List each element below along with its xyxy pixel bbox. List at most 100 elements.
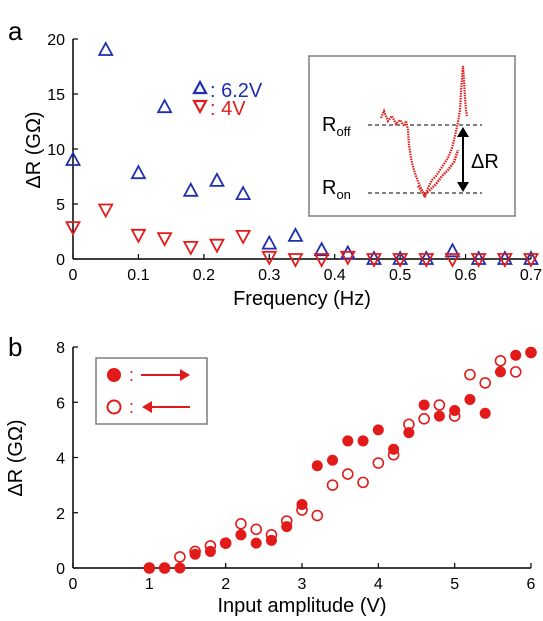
chart-b-series-1-point: [494, 355, 507, 367]
chart-a-y-label: ΔR (GΩ): [23, 111, 45, 188]
chart-a-series-1-point: [313, 253, 330, 268]
panel-label-b: b: [8, 332, 22, 362]
chart-a-y-tick-label: 10: [47, 142, 65, 159]
chart-a-series-0-point: [97, 41, 114, 56]
chart-b-y-tick-label: 0: [56, 561, 65, 578]
chart-a-x-tick-label: 0.5: [389, 267, 411, 284]
chart-b-x-label: Input amplitude (V): [218, 595, 387, 617]
chart-a-inset: Roff Ron ΔR: [308, 55, 516, 217]
chart-a-y-tick-label: 0: [56, 252, 65, 269]
chart-b-series-1-point: [418, 413, 430, 425]
chart-b: 0 1 2 3 4 5 6 0 2 4 6 8 Input amplitude (V) ΔR (GΩ)…: [5, 340, 537, 617]
chart-b-series-0-point: [327, 454, 339, 466]
legend-b-label-1: :: [129, 365, 134, 385]
legend-open-circle-icon: [106, 399, 122, 415]
chart-b-series-1-point: [433, 399, 446, 411]
chart-a-series-1-point: [64, 221, 82, 236]
chart-b-series-1-point: [403, 418, 415, 431]
chart-b-series-1-point: [250, 523, 263, 536]
chart-a-x-tick-label: 0.6: [454, 267, 476, 284]
legend-a-label-2: : 4V: [210, 98, 246, 120]
chart-a-series-0-point: [522, 250, 540, 265]
chart-a-series-0-point: [313, 241, 330, 257]
chart-a-series-1-point: [130, 228, 147, 244]
chart-b-series-1-point: [448, 410, 461, 422]
chart-a-series-1-point: [496, 253, 513, 268]
chart-b-legend: : :: [95, 357, 208, 425]
chart-b-x-tick-label: 6: [527, 576, 536, 593]
chart-a-y-tick-label: 15: [47, 87, 65, 104]
chart-a-series-1-point: [470, 253, 487, 268]
chart-b-y-tick-label: 4: [56, 451, 65, 468]
chart-a-series-0-point: [64, 151, 82, 166]
chart-b-series-0-point: [220, 537, 232, 549]
chart-a-series-1-point: [208, 238, 225, 254]
chart-b-series-1-point: [341, 468, 354, 480]
inset-roff-label: Roff: [322, 114, 351, 139]
chart-b-series-1-point: [509, 366, 522, 378]
chart-b-y-tick-label: 8: [56, 340, 65, 357]
chart-b-series-1-point: [158, 562, 171, 574]
chart-a-series-0-point: [130, 164, 147, 180]
chart-b-series-0-point: [250, 537, 262, 549]
chart-b-series-0-point: [464, 393, 476, 405]
chart-b-series-1-point: [174, 551, 186, 563]
chart-a-x-tick-label: 0.7: [520, 267, 542, 284]
chart-b-series-0-point: [235, 529, 247, 541]
chart-a-x-tick-label: 0: [69, 267, 78, 284]
chart-a-series-1-point: [522, 253, 540, 268]
chart-b-series-1-point: [372, 457, 385, 469]
chart-b-x-tick-label: 1: [145, 576, 154, 593]
chart-a-series-1-point: [235, 229, 252, 245]
chart-b-y-label: ΔR (GΩ): [5, 419, 27, 496]
inset-trace-lower-band: [416, 149, 460, 197]
chart-a-series-0-point: [182, 181, 199, 197]
chart-b-series-0-point: [433, 410, 445, 422]
inset-frame: [308, 55, 516, 217]
chart-a-series-1-point: [287, 253, 304, 268]
chart-b-series-0-point: [525, 347, 537, 359]
chart-b-series-0-point: [159, 562, 171, 574]
chart-a-series-1-point: [261, 250, 278, 266]
chart-a-x-tick-label: 0.3: [258, 267, 280, 284]
legend-b-label-2: :: [129, 397, 134, 417]
chart-b-series-0-point: [510, 349, 522, 361]
chart-a-series-0-point: [444, 242, 461, 258]
chart-a-y-tick-label: 20: [47, 32, 65, 49]
chart-b-series-1-point: [357, 476, 369, 489]
chart-b-series-0-point: [311, 460, 323, 472]
panel-label-a: a: [8, 16, 23, 46]
arrow-left-icon: [142, 401, 152, 413]
chart-a-series-0-point: [235, 185, 252, 201]
chart-b-series-1-point: [479, 377, 492, 389]
chart-b-series-0-point: [479, 407, 491, 419]
chart-a-legend: : 6.2V : 4V: [192, 79, 263, 120]
chart-a-series-0-point: [470, 250, 487, 265]
chart-b-series-1-point: [265, 529, 278, 541]
chart-b-series-1-point: [280, 515, 293, 527]
chart-b-series-1-point: [143, 562, 156, 574]
chart-a-series-1-point: [156, 232, 173, 247]
chart-a-series-0-point: [365, 250, 382, 265]
chart-b-x-tick-label: 4: [374, 576, 383, 593]
chart-b-series-0-point: [418, 399, 430, 411]
chart-a-series-1-point: [339, 250, 356, 266]
chart-a-series-1-point: [418, 253, 435, 268]
chart-a-series-0-point: [156, 98, 173, 114]
chart-b-series-0-point: [494, 366, 506, 378]
legend-a-label-1: : 6.2V: [210, 80, 263, 102]
chart-b-series-1-point: [464, 368, 476, 381]
chart-b-y-tick-label: 6: [56, 395, 65, 412]
legend-triangle-down-icon: [192, 99, 208, 115]
chart-b-series-1-point: [204, 540, 217, 552]
chart-a-series-0-point: [287, 227, 304, 242]
chart-a-x-tick-label: 0.2: [193, 267, 215, 284]
chart-b-y-tick-label: 2: [56, 506, 65, 523]
chart-b-series-0-point: [189, 548, 201, 560]
chart-b-x-tick-label: 3: [298, 576, 307, 593]
inset-arrow-down-icon: [457, 182, 469, 192]
arrow-right-icon: [180, 369, 190, 381]
chart-a-series-0-point: [392, 250, 409, 265]
chart-b-series-0-point: [357, 435, 369, 447]
chart-b-series-0-point: [372, 424, 384, 436]
